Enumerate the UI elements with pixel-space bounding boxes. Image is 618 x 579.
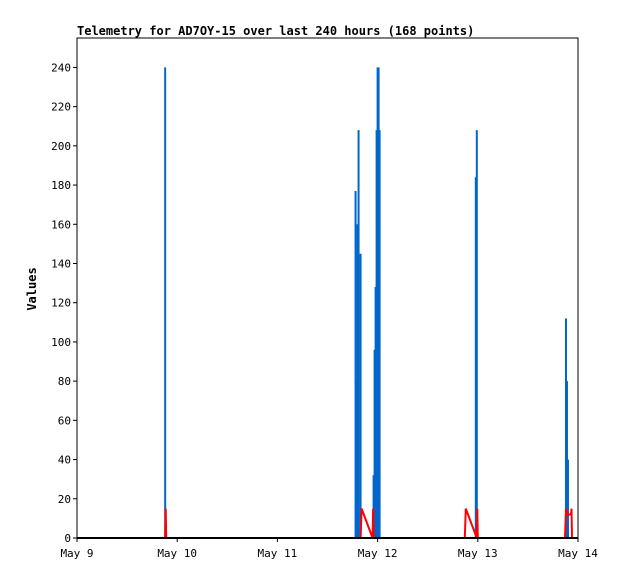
bar	[359, 253, 362, 538]
x-tick-label: May 10	[157, 547, 197, 560]
bar	[374, 287, 377, 538]
y-tick-label: 0	[64, 532, 71, 545]
bar	[372, 475, 375, 538]
bar	[474, 177, 477, 538]
y-tick-label: 120	[51, 297, 71, 310]
series-red	[77, 508, 573, 539]
bar	[373, 349, 376, 538]
bar	[565, 381, 568, 538]
bar	[378, 130, 381, 538]
y-axis-label: Values	[25, 267, 39, 310]
x-tick-label: May 11	[258, 547, 298, 560]
bar	[356, 224, 359, 538]
y-tick-label: 180	[51, 179, 71, 192]
x-tick-label: May 13	[458, 547, 498, 560]
y-tick-label: 100	[51, 336, 71, 349]
chart-title: Telemetry for AD7OY-15 over last 240 hou…	[77, 24, 474, 38]
y-tick-label: 20	[58, 493, 71, 506]
x-tick-label: May 12	[358, 547, 398, 560]
bar	[164, 67, 167, 538]
bar	[357, 130, 360, 538]
bar	[376, 67, 379, 538]
y-tick-label: 160	[51, 218, 71, 231]
y-tick-label: 140	[51, 257, 71, 270]
y-axis: 0 20 40 60 80 100 120 140 160 180 200 220 240	[51, 61, 77, 545]
y-tick-label: 60	[58, 414, 71, 427]
x-tick-label: May 9	[60, 547, 93, 560]
series-blue	[164, 67, 569, 539]
y-tick-label: 40	[58, 454, 71, 467]
y-tick-label: 240	[51, 61, 71, 74]
y-tick-label: 200	[51, 140, 71, 153]
x-axis: May 9 May 10 May 11 May 12 May 13 May 14	[60, 538, 598, 560]
red-line	[77, 508, 573, 539]
plot-frame	[76, 37, 579, 539]
bar	[566, 459, 569, 538]
bar	[377, 67, 380, 538]
x-tick-label: May 14	[558, 547, 598, 560]
bar	[375, 130, 378, 538]
y-tick-label: 220	[51, 101, 71, 114]
bar	[564, 318, 567, 538]
y-tick-label: 80	[58, 375, 71, 388]
bar	[475, 130, 478, 538]
bar	[355, 381, 358, 538]
bar	[354, 190, 357, 539]
